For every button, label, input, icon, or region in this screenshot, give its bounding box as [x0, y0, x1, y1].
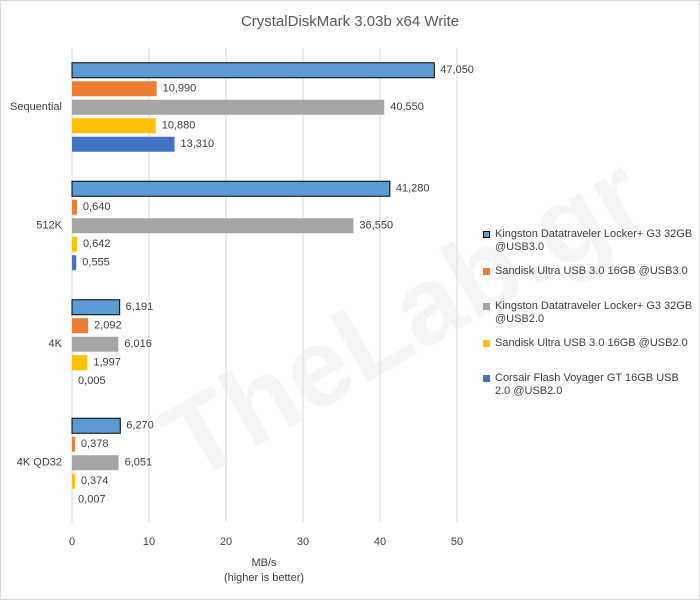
value-label: 41,280	[396, 183, 430, 195]
value-label: 1,997	[93, 357, 121, 369]
x-tick-label: 0	[69, 536, 75, 548]
value-label: 6,051	[125, 457, 153, 469]
legend-swatch	[483, 231, 490, 238]
bar	[72, 81, 157, 97]
bar	[72, 355, 88, 371]
legend-swatch	[483, 375, 490, 382]
value-label: 0,642	[83, 238, 111, 250]
bar	[72, 199, 77, 215]
legend-item: Kingston Datatraveler Locker+ G3 32GB @U…	[483, 300, 695, 326]
legend-item: Kingston Datatraveler Locker+ G3 32GB @U…	[483, 228, 695, 254]
value-label: 36,550	[359, 220, 393, 232]
bar	[72, 118, 156, 134]
legend-label: Kingston Datatraveler Locker+ G3 32GB @U…	[495, 300, 693, 325]
legend: Kingston Datatraveler Locker+ G3 32GB @U…	[483, 228, 695, 409]
bar	[72, 336, 119, 352]
x-axis-label: (higher is better)	[224, 572, 304, 584]
value-label: 6,016	[124, 338, 152, 350]
y-tick-label: 4K QD32	[17, 457, 62, 469]
bar	[72, 236, 77, 252]
value-label: 0,005	[78, 375, 106, 387]
bar	[72, 455, 119, 471]
value-label: 2,092	[94, 320, 122, 332]
legend-swatch	[483, 268, 490, 275]
legend-swatch	[483, 340, 490, 347]
value-label: 0,555	[82, 257, 110, 269]
bar	[72, 99, 385, 115]
value-label: 0,640	[83, 201, 111, 213]
legend-label: Sandisk Ultra USB 3.0 16GB @USB2.0	[495, 337, 688, 349]
legend-label: Kingston Datatraveler Locker+ G3 32GB @U…	[495, 228, 693, 253]
bar	[72, 473, 75, 489]
value-label: 13,310	[180, 138, 214, 150]
legend-item: Sandisk Ultra USB 3.0 16GB @USB2.0	[483, 337, 695, 361]
y-tick-label: 512K	[36, 220, 62, 232]
x-tick-label: 10	[143, 536, 155, 548]
bar	[71, 62, 435, 79]
x-tick-label: 20	[220, 536, 232, 548]
value-label: 0,007	[78, 494, 106, 506]
bar	[72, 218, 354, 234]
bar	[71, 417, 121, 434]
legend-swatch	[483, 303, 490, 310]
value-label: 40,550	[390, 101, 424, 113]
legend-label: Corsair Flash Voyager GT 16GB USB 2.0 @U…	[495, 372, 679, 397]
y-tick-label: 4K	[49, 338, 63, 350]
x-tick-label: 30	[297, 536, 309, 548]
bar	[72, 255, 77, 271]
bar	[71, 299, 121, 316]
value-label: 10,880	[162, 120, 196, 132]
bar	[72, 436, 75, 452]
bar	[72, 136, 175, 152]
chart-title: CrystalDiskMark 3.03b x64 Write	[241, 13, 459, 30]
x-tick-label: 50	[451, 536, 463, 548]
y-tick-label: Sequential	[10, 101, 62, 113]
value-label: 0,374	[81, 475, 109, 487]
value-label: 0,378	[81, 438, 109, 450]
x-tick-label: 40	[374, 536, 386, 548]
legend-label: Sandisk Ultra USB 3.0 16GB @USB3.0	[495, 265, 688, 277]
value-label: 6,270	[126, 420, 154, 432]
value-label: 47,050	[440, 64, 474, 76]
bar	[72, 318, 89, 334]
value-label: 10,990	[163, 83, 197, 95]
legend-item: Sandisk Ultra USB 3.0 16GB @USB3.0	[483, 265, 695, 289]
x-axis-label: MB/s	[251, 557, 277, 569]
value-label: 6,191	[126, 301, 154, 313]
legend-item: Corsair Flash Voyager GT 16GB USB 2.0 @U…	[483, 372, 695, 398]
bar	[71, 180, 391, 197]
